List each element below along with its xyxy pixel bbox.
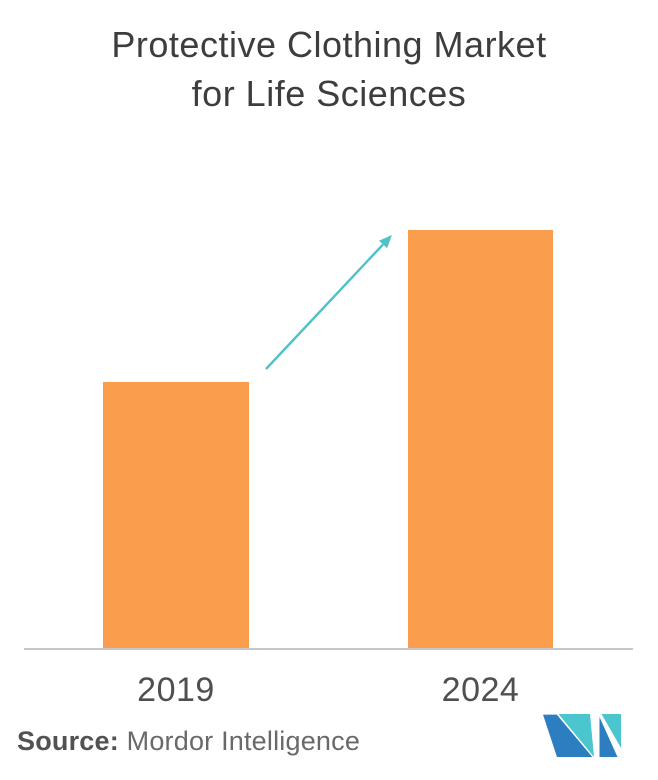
logo-left-blue-stroke bbox=[543, 714, 593, 757]
chart-title-line2: for Life Sciences bbox=[191, 73, 467, 114]
bar-2019 bbox=[103, 382, 249, 648]
plot-area bbox=[24, 150, 634, 648]
x-tick-2024: 2024 bbox=[441, 671, 520, 709]
mordor-intelligence-logo bbox=[543, 714, 621, 757]
x-tick-2019: 2019 bbox=[137, 671, 215, 709]
bar-2024 bbox=[408, 229, 553, 648]
x-axis-line bbox=[24, 648, 633, 650]
logo-right-blue-stroke bbox=[599, 717, 618, 757]
source-value: Mordor Intelligence bbox=[126, 726, 361, 756]
chart-title-line1: Protective Clothing Market bbox=[111, 24, 547, 65]
source-label: Source: bbox=[17, 726, 119, 756]
logo-right-teal-stroke bbox=[601, 714, 621, 748]
logo-left-teal-stroke bbox=[558, 714, 594, 757]
chart-title: Protective Clothing Market for Life Scien… bbox=[0, 20, 658, 118]
source-caption: Source: Mordor Intelligence bbox=[17, 726, 360, 757]
